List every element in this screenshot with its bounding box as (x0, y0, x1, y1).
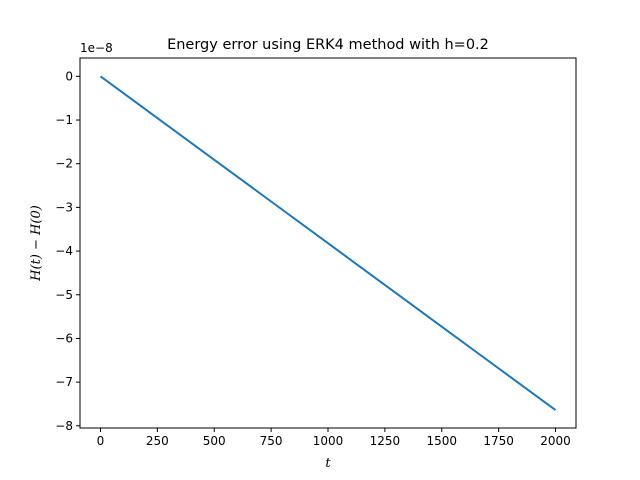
y-axis-label: H(t) − H(0) (29, 205, 44, 282)
y-tick-label: −2 (55, 157, 73, 171)
x-tick-label: 1000 (313, 434, 344, 448)
y-tick-label: −4 (55, 244, 73, 258)
x-tick-label: 250 (146, 434, 169, 448)
x-axis-label: t (325, 456, 331, 471)
y-tick-label: −5 (55, 288, 73, 302)
x-tick-label: 1250 (370, 434, 401, 448)
x-tick-label: 2000 (540, 434, 571, 448)
y-tick-label: −7 (55, 375, 73, 389)
series-layer (99, 75, 557, 411)
x-tick-label: 1500 (426, 434, 457, 448)
y-tick-label: −6 (55, 331, 73, 345)
x-tick-label: 0 (97, 434, 105, 448)
series-line (99, 75, 557, 411)
x-tick-label: 1750 (483, 434, 514, 448)
chart-title: Energy error using ERK4 method with h=0.… (167, 37, 489, 53)
y-tick-label: −3 (55, 200, 73, 214)
x-tick-label: 750 (260, 434, 283, 448)
y-tick-label: 0 (65, 69, 73, 83)
y-axis-offset-label: 1e−8 (80, 41, 113, 55)
x-axis: 0 250 500 750 1000 1250 1500 1750 2000 (97, 428, 571, 448)
y-axis: 0 −1 −2 −3 −4 −5 −6 −7 −8 (55, 69, 80, 433)
y-tick-label: −8 (55, 419, 73, 433)
y-tick-label: −1 (55, 113, 73, 127)
x-tick-label: 500 (203, 434, 226, 448)
